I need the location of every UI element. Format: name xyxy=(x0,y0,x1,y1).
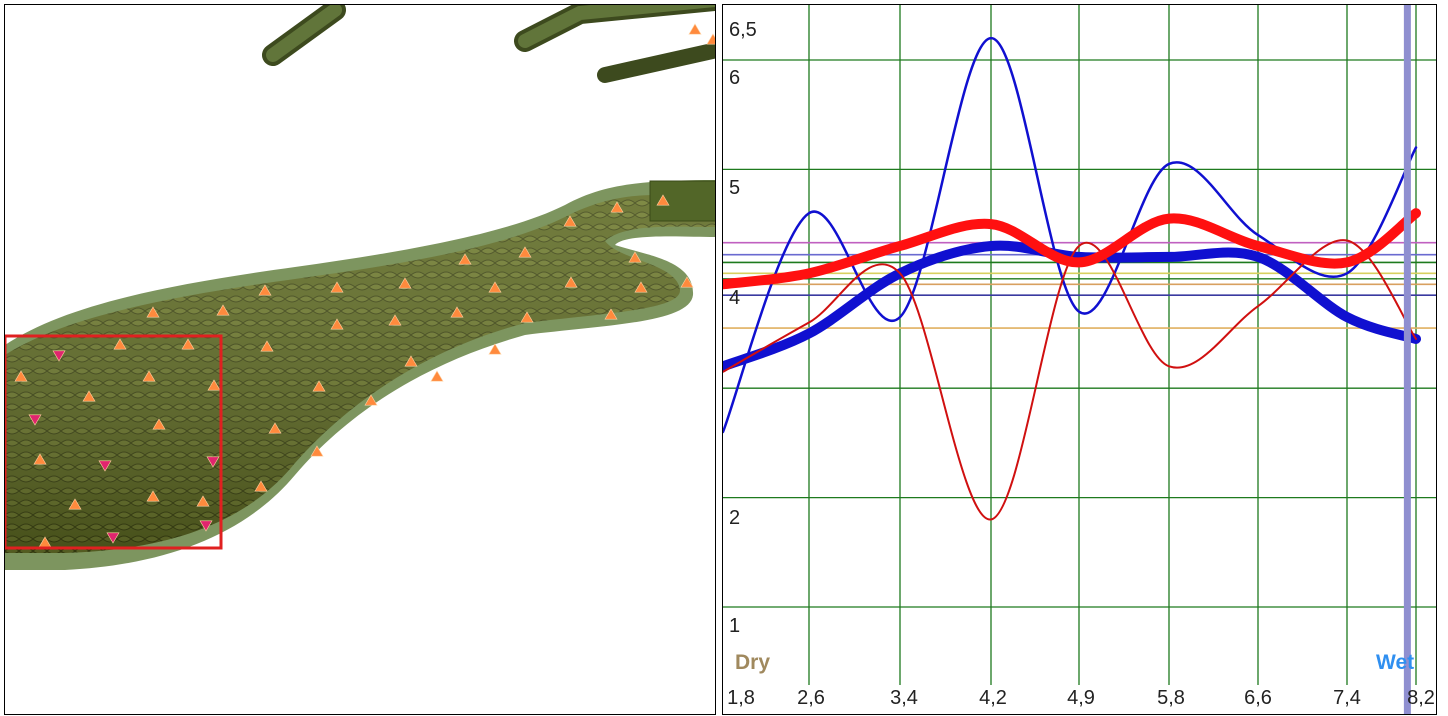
wet-label: Wet xyxy=(1376,651,1414,675)
x-tick-label: 8,2 xyxy=(1407,687,1435,710)
y-tick-label: 4 xyxy=(729,287,740,310)
model-viewport[interactable] xyxy=(4,4,716,715)
vessel-branches xyxy=(273,5,715,75)
x-tick-label: 5,8 xyxy=(1157,687,1185,710)
y-tick-label: 5 xyxy=(729,177,740,200)
organ-render xyxy=(5,5,715,714)
series-thin-red xyxy=(723,240,1416,519)
x-tick-label: 6,6 xyxy=(1244,687,1272,710)
x-tick-label: 4,2 xyxy=(979,687,1007,710)
chart-plot xyxy=(723,5,1436,714)
x-tick-label: 7,4 xyxy=(1333,687,1361,710)
x-tick-label: 3,4 xyxy=(890,687,918,710)
y-tick-label: 6,5 xyxy=(729,19,757,42)
x-tick-label: 4,9 xyxy=(1067,687,1095,710)
landmark-marker[interactable] xyxy=(707,34,715,44)
x-tick-label: 2,6 xyxy=(797,687,825,710)
landmark-marker[interactable] xyxy=(689,24,701,34)
moisture-chart[interactable]: 6,5 6 5 4 2 1 1,8 2,6 3,4 4,2 4,9 5,8 6,6 7,4 8,2 Dry… xyxy=(722,4,1437,715)
series-thin-blue xyxy=(723,38,1416,432)
dry-label: Dry xyxy=(735,651,770,675)
chart-grid xyxy=(723,5,1436,685)
y-tick-label: 1 xyxy=(729,615,740,638)
x-tick-label: 1,8 xyxy=(727,687,755,710)
y-tick-label: 2 xyxy=(729,507,740,530)
landmark-marker[interactable] xyxy=(431,371,443,381)
y-tick-label: 6 xyxy=(729,67,740,90)
